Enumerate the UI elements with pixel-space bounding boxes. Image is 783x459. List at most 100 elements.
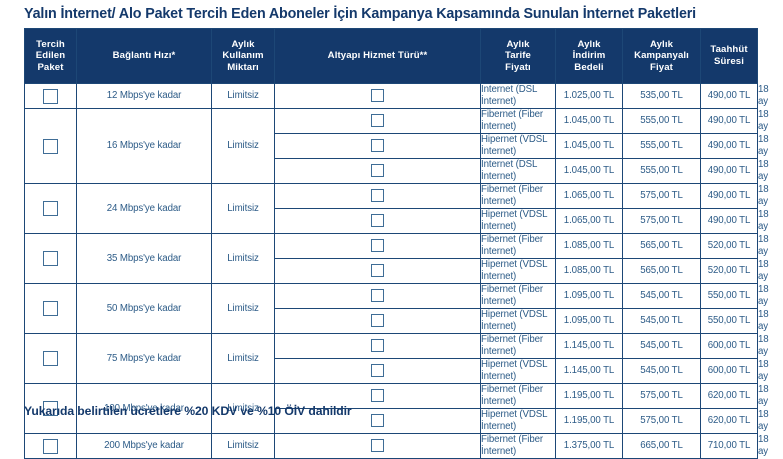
service-checkbox[interactable] <box>371 239 384 253</box>
table-row: Hipernet (VDSL İnternet) 1.065,00 TL 575,0… <box>25 208 769 234</box>
service-checkbox[interactable] <box>371 264 384 278</box>
monthly-quota-cell: Limitsiz <box>211 333 275 384</box>
service-select-cell[interactable] <box>274 158 481 184</box>
service-checkbox[interactable] <box>371 214 384 228</box>
header-aylik-indirim-bedeli: Aylık İndirim Bedeli <box>555 28 623 84</box>
tariff-price-cell: 1.095,00 TL <box>555 308 623 334</box>
discount-amount-cell: 575,00 TL <box>622 408 701 434</box>
connection-speed-cell: 50 Mbps'ye kadar <box>76 283 212 334</box>
header-line: İndirim <box>572 50 606 62</box>
header-line: Tercih <box>36 38 65 50</box>
service-select-cell[interactable] <box>274 333 481 359</box>
campaign-packages-page: Yalın İnternet/ Alo Paket Tercih Eden Ab… <box>24 6 769 459</box>
service-select-cell[interactable] <box>274 383 481 409</box>
tax-note: Yukarıda belirtilen ücretlere %20 KDV ve… <box>24 404 352 418</box>
discount-amount-cell: 575,00 TL <box>622 183 701 209</box>
table-body: 12 Mbps'ye kadar Limitsiz İnternet (DSL İn… <box>24 83 769 459</box>
service-select-cell[interactable] <box>274 183 481 209</box>
package-select-cell[interactable] <box>24 283 77 334</box>
header-line: Edilen <box>35 50 66 62</box>
table-row: 75 Mbps'ye kadar Limitsiz Fibernet (Fiber … <box>24 333 769 384</box>
connection-speed-cell: 35 Mbps'ye kadar <box>76 233 212 284</box>
package-checkbox[interactable] <box>43 351 58 366</box>
service-select-cell[interactable] <box>274 208 481 234</box>
service-select-cell[interactable] <box>274 108 481 134</box>
service-checkbox[interactable] <box>371 314 384 328</box>
package-select-cell[interactable] <box>24 108 77 184</box>
table-row: 16 Mbps'ye kadar Limitsiz Fibernet (Fiber … <box>24 108 769 184</box>
campaign-price-cell: 490,00 TL <box>700 208 758 234</box>
table-row: Hipernet (VDSL İnternet) 1.145,00 TL 545,0… <box>25 358 769 384</box>
service-checkbox[interactable] <box>371 139 384 153</box>
monthly-quota-cell: Limitsiz <box>211 433 275 459</box>
header-line: Taahhüt <box>710 44 748 56</box>
tariff-price-cell: 1.095,00 TL <box>555 283 623 309</box>
package-checkbox[interactable] <box>43 301 58 316</box>
package-select-cell[interactable] <box>24 233 77 284</box>
package-checkbox[interactable] <box>43 438 58 454</box>
header-line: Süresi <box>714 56 744 67</box>
connection-speed-cell: 100 Mbps'ye kadar <box>76 383 212 434</box>
service-checkbox[interactable] <box>371 389 384 403</box>
tariff-price-cell: 1.045,00 TL <box>555 133 623 159</box>
service-checkbox[interactable] <box>371 364 384 378</box>
table-row: 50 Mbps'ye kadar Limitsiz Fibernet (Fiber … <box>24 283 769 334</box>
package-checkbox[interactable] <box>43 201 58 216</box>
table-header-row: Tercih Edilen Paket Bağlantı Hızı* Aylık… <box>24 28 758 84</box>
package-checkbox[interactable] <box>43 88 58 104</box>
service-checkbox[interactable] <box>371 189 384 203</box>
service-type-cell: Fibernet (Fiber İnternet) <box>480 183 556 209</box>
service-select-cell[interactable] <box>274 233 481 259</box>
header-tercih-edilen-paket: Tercih Edilen Paket <box>24 28 77 84</box>
header-line: Kullanım <box>222 50 264 62</box>
service-checkbox[interactable] <box>371 114 384 128</box>
header-baglanti-hizi: Bağlantı Hızı* <box>76 28 212 84</box>
service-type-cell: Hipernet (VDSL İnternet) <box>480 308 556 334</box>
header-aylik-tarife-fiyati: Aylık Tarife Fiyatı <box>480 28 556 84</box>
monthly-quota-cell: Limitsiz <box>211 83 275 109</box>
service-checkbox[interactable] <box>371 339 384 353</box>
package-checkbox[interactable] <box>43 251 58 266</box>
campaign-price-cell: 520,00 TL <box>700 258 758 284</box>
packages-table-container: Tercih Edilen Paket Bağlantı Hızı* Aylık… <box>24 28 769 459</box>
package-select-cell[interactable] <box>24 183 77 234</box>
package-select-cell[interactable] <box>24 83 77 109</box>
service-select-cell[interactable] <box>274 83 481 109</box>
service-select-cell[interactable] <box>274 358 481 384</box>
service-type-cell: Fibernet (Fiber İnternet) <box>480 333 556 359</box>
header-line: Paket <box>37 61 64 73</box>
connection-speed-cell: 16 Mbps'ye kadar <box>76 108 212 184</box>
tariff-price-cell: 1.145,00 TL <box>555 358 623 384</box>
discount-amount-cell: 545,00 TL <box>622 283 701 309</box>
header-line: Aylık <box>577 38 601 50</box>
campaign-price-cell: 600,00 TL <box>700 358 758 384</box>
service-checkbox[interactable] <box>371 89 384 103</box>
campaign-price-cell: 490,00 TL <box>700 158 758 184</box>
header-line: Aylık <box>506 38 530 50</box>
campaign-price-cell: 490,00 TL <box>700 133 758 159</box>
service-checkbox[interactable] <box>371 414 384 428</box>
package-checkbox[interactable] <box>43 401 58 416</box>
discount-amount-cell: 555,00 TL <box>622 108 701 134</box>
campaign-price-cell: 710,00 TL <box>700 433 758 459</box>
service-select-cell[interactable] <box>274 283 481 309</box>
discount-amount-cell: 575,00 TL <box>622 383 701 409</box>
table-header: Tercih Edilen Paket Bağlantı Hızı* Aylık… <box>24 28 758 84</box>
header-line: Miktarı <box>227 61 259 73</box>
service-checkbox[interactable] <box>371 289 384 303</box>
discount-amount-cell: 555,00 TL <box>622 158 701 184</box>
service-select-cell[interactable] <box>274 133 481 159</box>
header-line: Bağlantı Hızı* <box>112 50 176 62</box>
service-checkbox[interactable] <box>371 439 384 453</box>
package-select-cell[interactable] <box>24 333 77 384</box>
service-select-cell[interactable] <box>274 308 481 334</box>
package-checkbox[interactable] <box>43 138 58 154</box>
campaign-price-cell: 620,00 TL <box>700 408 758 434</box>
service-type-cell: Hipernet (VDSL İnternet) <box>480 258 556 284</box>
package-select-cell[interactable] <box>24 433 77 459</box>
tariff-price-cell: 1.195,00 TL <box>555 408 623 434</box>
service-checkbox[interactable] <box>371 164 384 178</box>
service-type-cell: Hipernet (VDSL İnternet) <box>480 208 556 234</box>
service-select-cell[interactable] <box>274 433 481 459</box>
service-select-cell[interactable] <box>274 258 481 284</box>
